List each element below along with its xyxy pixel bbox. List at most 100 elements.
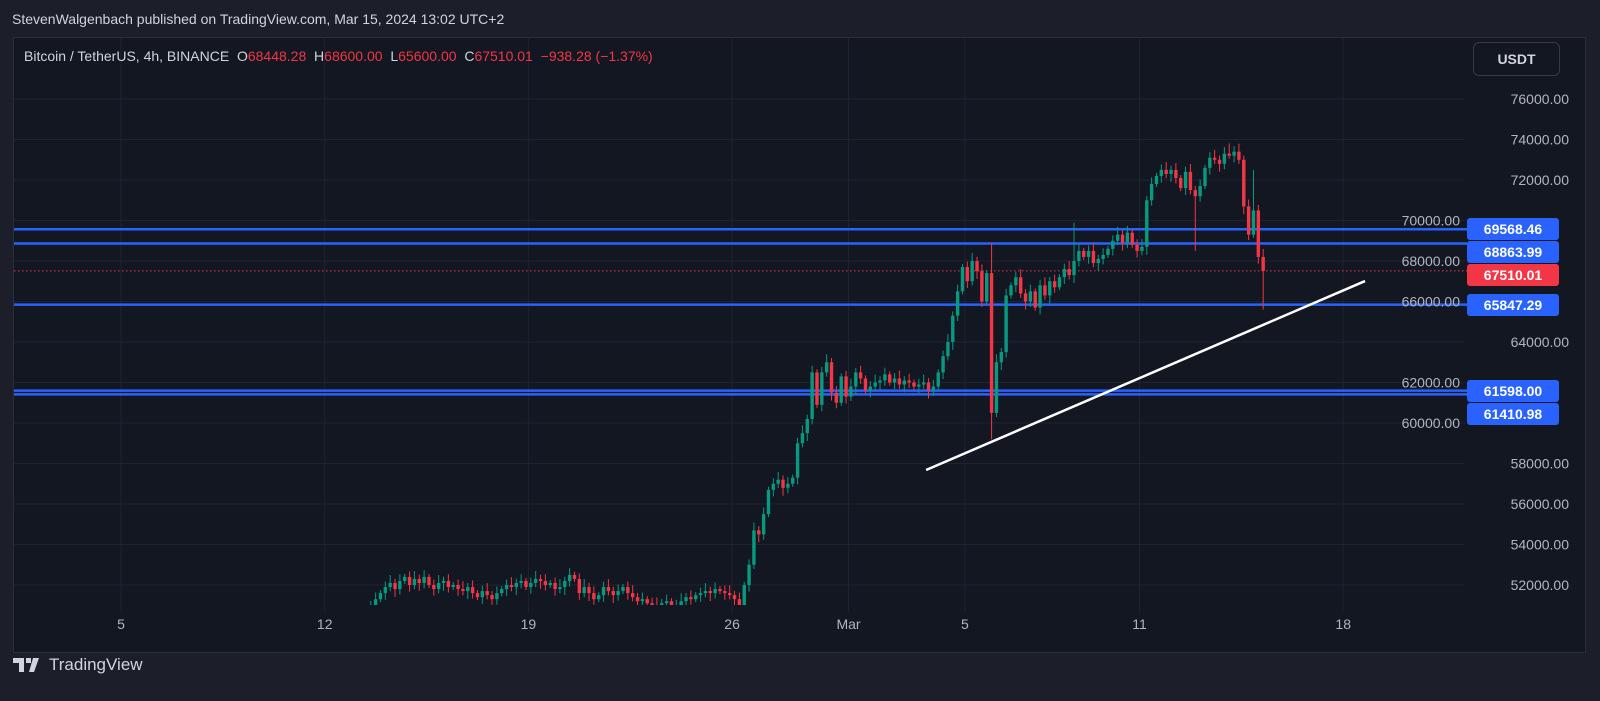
candle-body	[533, 578, 538, 583]
candle-body	[1183, 171, 1188, 189]
candle	[708, 586, 712, 601]
candle	[383, 581, 388, 600]
candle-body	[975, 261, 979, 272]
candle-body	[1077, 250, 1081, 261]
candle	[829, 357, 834, 401]
candle	[1067, 261, 1071, 280]
candle	[1227, 143, 1231, 159]
candle	[1159, 164, 1164, 183]
currency-button[interactable]: USDT	[1473, 42, 1560, 76]
candle-body	[577, 578, 582, 594]
candle	[747, 559, 751, 592]
candle-body	[461, 589, 465, 592]
candle	[1023, 289, 1028, 310]
candle	[407, 571, 412, 592]
candle	[1062, 263, 1067, 284]
candle	[1077, 244, 1081, 267]
candle-body	[558, 587, 562, 590]
candle-body	[553, 582, 557, 590]
candle-body	[572, 574, 577, 579]
candle-body	[679, 601, 683, 605]
candle-body	[863, 378, 868, 391]
candle	[679, 593, 683, 605]
candle-body	[858, 372, 863, 379]
candle	[533, 571, 538, 588]
candle-body	[655, 605, 658, 607]
candle	[970, 253, 974, 286]
candle-body	[742, 585, 746, 605]
candle-body	[582, 587, 586, 594]
candle	[509, 577, 514, 592]
candle	[660, 598, 664, 605]
candle-body	[946, 342, 950, 357]
price-label: 61598.00	[1467, 379, 1559, 402]
candle-body	[359, 621, 362, 629]
candle	[572, 571, 577, 582]
candle	[791, 474, 795, 487]
candle	[626, 581, 630, 600]
candle-body	[417, 578, 421, 583]
candle-body	[781, 479, 785, 488]
candle-body	[669, 601, 674, 605]
candle	[1217, 155, 1222, 172]
candle-body	[757, 530, 761, 535]
candle-body	[436, 582, 441, 590]
candle	[403, 573, 407, 584]
candle-body	[888, 374, 892, 383]
candle	[727, 585, 732, 600]
candle	[1149, 177, 1154, 206]
candle-body	[955, 291, 960, 316]
candle-body	[791, 477, 795, 484]
price-label: 67510.01	[1467, 264, 1559, 287]
candle-body	[548, 582, 552, 585]
candle	[650, 597, 654, 605]
candle	[1091, 242, 1096, 268]
candle	[1052, 274, 1057, 293]
candle-body	[630, 593, 635, 598]
y-tick-label: 56000.00	[1511, 496, 1570, 512]
candle	[412, 571, 417, 590]
candle	[504, 579, 509, 596]
candle-body	[960, 267, 965, 292]
candle	[1179, 174, 1183, 192]
candle-body	[664, 601, 669, 604]
candle	[1251, 169, 1256, 238]
low-label: L	[390, 48, 399, 64]
candle-body	[567, 574, 572, 581]
candle-body	[1023, 293, 1028, 302]
candle-body	[936, 372, 940, 387]
candle-body	[1198, 186, 1202, 197]
candle	[742, 581, 746, 605]
candle	[606, 579, 611, 596]
candle-body	[1096, 258, 1100, 264]
candle	[524, 577, 528, 591]
candle	[888, 371, 892, 386]
candle	[373, 592, 378, 605]
x-tick-label: 12	[317, 616, 333, 632]
candle-body	[364, 613, 367, 621]
candle	[1135, 239, 1139, 258]
candle-body	[921, 382, 926, 385]
candle	[370, 600, 372, 605]
tradingview-logo-icon	[13, 658, 39, 672]
candle-body	[1256, 210, 1261, 257]
candle	[1164, 161, 1168, 179]
candle-body	[470, 587, 475, 594]
tradingview-logo[interactable]: TradingView	[13, 655, 143, 675]
candle-body	[1101, 254, 1105, 259]
candle	[1111, 235, 1115, 256]
open-value: 68448.28	[247, 48, 307, 64]
candle-body	[1052, 281, 1057, 288]
candle-body	[529, 582, 533, 588]
candle	[907, 373, 911, 388]
candle	[422, 570, 426, 589]
candle	[601, 581, 606, 602]
candle-body	[723, 591, 727, 594]
candle	[485, 583, 489, 600]
candle-body	[737, 599, 742, 605]
candle	[1212, 149, 1217, 165]
candle-body	[675, 605, 678, 607]
candle	[781, 475, 785, 496]
candle	[427, 573, 431, 589]
